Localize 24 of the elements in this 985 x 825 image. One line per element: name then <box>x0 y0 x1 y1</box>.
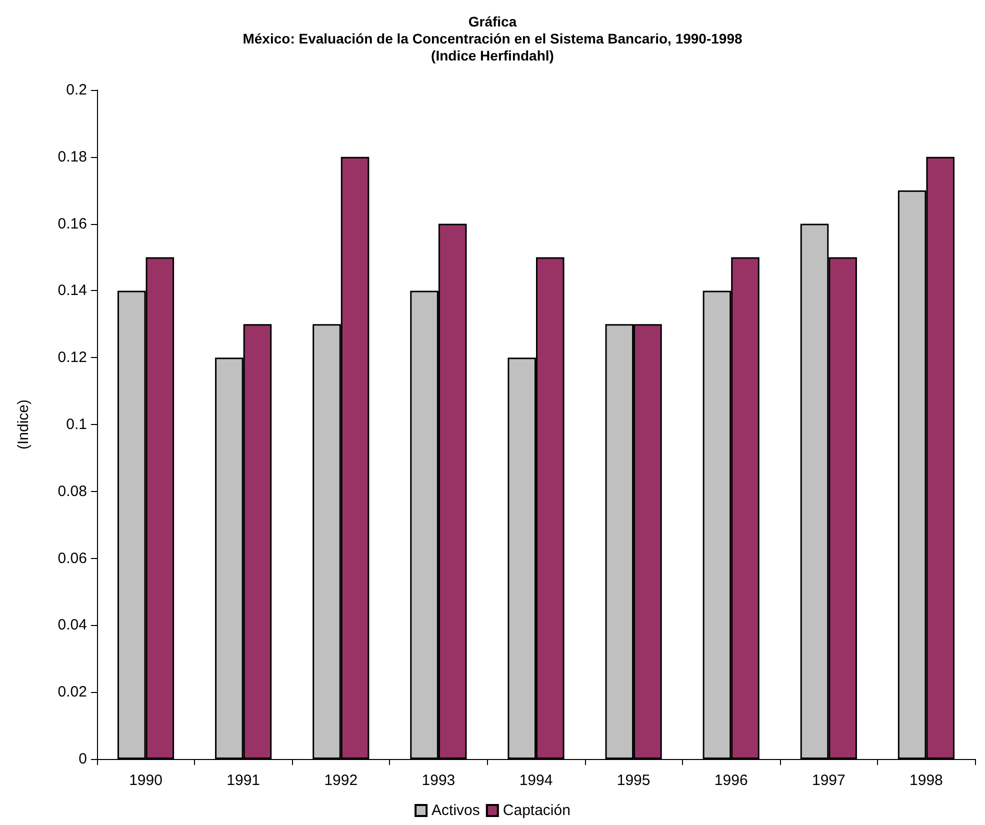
x-tick-label: 1995 <box>616 772 650 789</box>
x-tick-label: 1996 <box>714 772 748 789</box>
y-tick-label: 0.12 <box>58 349 87 366</box>
y-tick-label: 0.16 <box>58 215 87 232</box>
y-tick-label: 0.02 <box>58 684 87 701</box>
x-tick-label: 1991 <box>226 772 260 789</box>
y-tick-label: 0.06 <box>58 550 87 567</box>
y-tick-label: 0.04 <box>58 616 87 634</box>
x-tick-label: 1992 <box>324 772 358 789</box>
y-tick-label: 0.18 <box>58 148 87 166</box>
x-tick-label: 1997 <box>812 772 846 789</box>
x-tick-label: 1994 <box>519 772 553 789</box>
y-tick-label: 0.2 <box>66 82 87 98</box>
y-tick-label: 0.08 <box>58 482 87 500</box>
x-tick-label: 1998 <box>910 772 943 789</box>
y-tick-label: 0.14 <box>58 282 87 300</box>
legend-label: Captación <box>502 802 570 819</box>
y-tick-label: 0.1 <box>66 416 87 433</box>
chart-title: Gráfica México: Evaluación de la Concentración en el Sistema Bancario, 1990-1998 (Indice Herfindahl) <box>242 14 742 64</box>
y-axis-title: (Indice) <box>15 399 32 450</box>
x-tick-label: 1990 <box>129 772 162 789</box>
legend-label: Activos <box>432 802 480 819</box>
x-tick-label: 1993 <box>422 772 456 789</box>
y-tick-label: 0 <box>78 750 87 768</box>
